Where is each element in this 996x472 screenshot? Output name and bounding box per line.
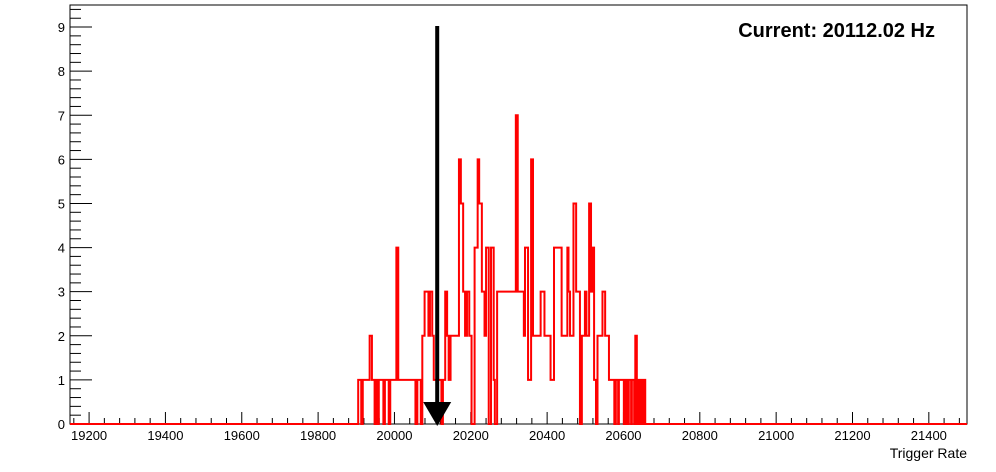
histogram-series-line bbox=[70, 114, 967, 425]
x-tick-label: 19400 bbox=[147, 428, 183, 443]
arrow-head bbox=[423, 402, 452, 426]
current-value-arrow bbox=[423, 26, 452, 426]
x-tick-label: 20400 bbox=[529, 428, 565, 443]
y-axis: 0 1 2 3 4 5 6 7 8 9 bbox=[58, 8, 92, 432]
x-tick-label: 20200 bbox=[453, 428, 489, 443]
y-tick-label: 8 bbox=[58, 64, 65, 79]
x-tick-label: 21000 bbox=[758, 428, 794, 443]
x-tick-label: 21400 bbox=[911, 428, 947, 443]
plot-frame bbox=[69, 4, 968, 425]
x-tick-label: 20800 bbox=[682, 428, 718, 443]
y-tick-label: 5 bbox=[58, 196, 65, 211]
x-tick-label: 20600 bbox=[605, 428, 641, 443]
y-tick-label: 7 bbox=[58, 108, 65, 123]
x-axis: 19200 19400 19600 19800 20000 20200 20400 20600… bbox=[71, 412, 960, 443]
y-tick-label: 4 bbox=[58, 241, 65, 256]
x-tick-label: 19800 bbox=[300, 428, 336, 443]
y-tick-label: 0 bbox=[58, 417, 65, 432]
y-tick-label: 6 bbox=[58, 152, 65, 167]
x-tick-label: 19600 bbox=[224, 428, 260, 443]
x-tick-label: 21200 bbox=[834, 428, 870, 443]
y-tick-label: 1 bbox=[58, 373, 65, 388]
x-tick-label: 19200 bbox=[71, 428, 107, 443]
x-tick-label: 20000 bbox=[376, 428, 412, 443]
y-tick-label: 9 bbox=[58, 20, 65, 35]
x-axis-title: Trigger Rate bbox=[890, 445, 968, 461]
y-tick-label: 3 bbox=[58, 285, 65, 300]
y-tick-label: 2 bbox=[58, 329, 65, 344]
current-rate-label: Current: 20112.02 Hz bbox=[738, 20, 935, 42]
